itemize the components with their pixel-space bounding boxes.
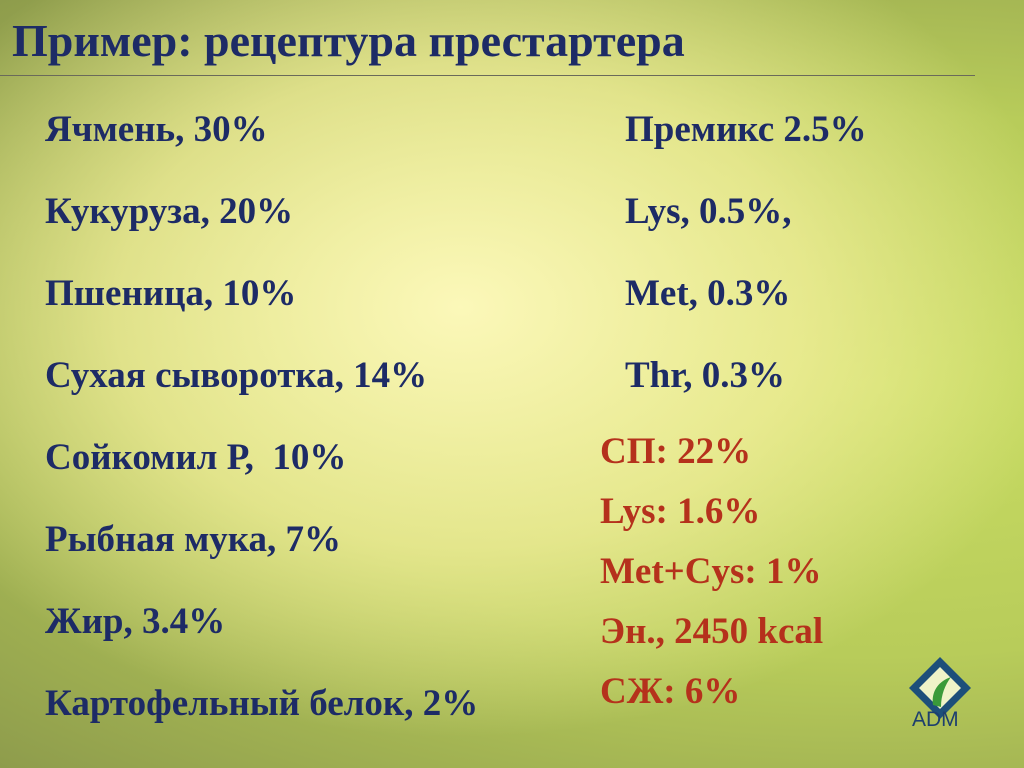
nutrient: Эн., 2450 kcal <box>600 611 824 652</box>
logo-icon <box>909 657 971 719</box>
nutrient: Lys: 1.6% <box>600 491 761 532</box>
ingredient: Пшеница, 10% <box>45 273 297 314</box>
additive: Премикс 2.5% <box>625 109 867 150</box>
title-rule <box>0 75 975 76</box>
slide-title: Пример: рецептура престартера <box>12 15 685 66</box>
nutrient: СП: 22% <box>600 431 752 472</box>
additive: Lys, 0.5%, <box>625 191 792 232</box>
ingredient: Рыбная мука, 7% <box>45 519 342 560</box>
ingredient: Сойкомил Р, 10% <box>45 437 347 478</box>
ingredient: Сухая сыворотка, 14% <box>45 355 428 396</box>
logo-text: ADM <box>912 708 959 731</box>
ingredient: Жир, 3.4% <box>45 601 226 642</box>
ingredient: Картофельный белок, 2% <box>45 683 479 724</box>
additive: Thr, 0.3% <box>625 355 786 396</box>
additive: Met, 0.3% <box>625 273 791 314</box>
ingredient: Ячмень, 30% <box>45 109 268 150</box>
ingredient: Кукуруза, 20% <box>45 191 294 232</box>
nutrient: Met+Cys: 1% <box>600 551 822 592</box>
nutrient: СЖ: 6% <box>600 671 741 712</box>
